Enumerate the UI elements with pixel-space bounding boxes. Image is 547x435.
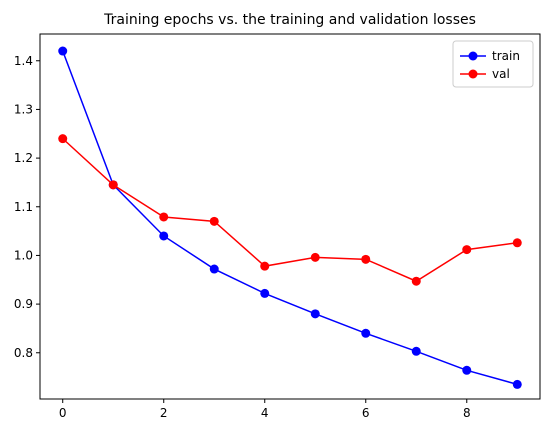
legend-marker-val — [468, 69, 478, 79]
x-tick-label: 4 — [261, 406, 269, 420]
y-tick-label: 1.2 — [14, 151, 33, 165]
x-tick-label: 0 — [59, 406, 67, 420]
x-tick-label: 8 — [463, 406, 471, 420]
data-point-val — [58, 134, 68, 144]
data-point-train — [512, 379, 522, 389]
data-point-train — [411, 346, 421, 356]
data-point-val — [209, 216, 219, 226]
data-point-train — [58, 46, 68, 56]
y-tick-label: 0.8 — [14, 346, 33, 360]
y-tick-label: 1.4 — [14, 54, 33, 68]
data-point-train — [159, 231, 169, 241]
data-point-val — [462, 245, 472, 255]
y-tick-label: 0.9 — [14, 297, 33, 311]
chart-title: Training epochs vs. the training and val… — [103, 12, 476, 28]
x-tick-label: 6 — [362, 406, 370, 420]
data-point-val — [159, 212, 169, 222]
data-point-val — [411, 276, 421, 286]
y-tick-label: 1.1 — [14, 200, 33, 214]
y-tick-label: 1.0 — [14, 248, 33, 262]
series-layer — [58, 46, 522, 389]
data-point-train — [361, 328, 371, 338]
data-point-val — [512, 238, 522, 248]
x-axis: 0 2 4 6 8 — [59, 399, 471, 420]
data-point-train — [260, 288, 270, 298]
y-tick-label: 1.3 — [14, 102, 33, 116]
legend-label-train: train — [492, 49, 520, 63]
series-line-val — [62, 138, 518, 283]
data-point-train — [310, 309, 320, 319]
plot-area — [39, 33, 541, 400]
y-axis: 0.8 0.9 1.0 1.1 1.2 1.3 1.4 — [14, 54, 40, 360]
data-point-val — [260, 261, 270, 271]
data-point-val — [361, 254, 371, 264]
legend-marker-train — [468, 51, 478, 61]
data-point-val — [310, 252, 320, 262]
series-line-train — [62, 50, 518, 386]
legend-label-val: val — [492, 67, 510, 81]
data-point-val — [108, 180, 118, 190]
data-point-train — [209, 264, 219, 274]
data-point-train — [462, 365, 472, 375]
x-tick-label: 2 — [160, 406, 168, 420]
legend: train val — [452, 40, 534, 88]
